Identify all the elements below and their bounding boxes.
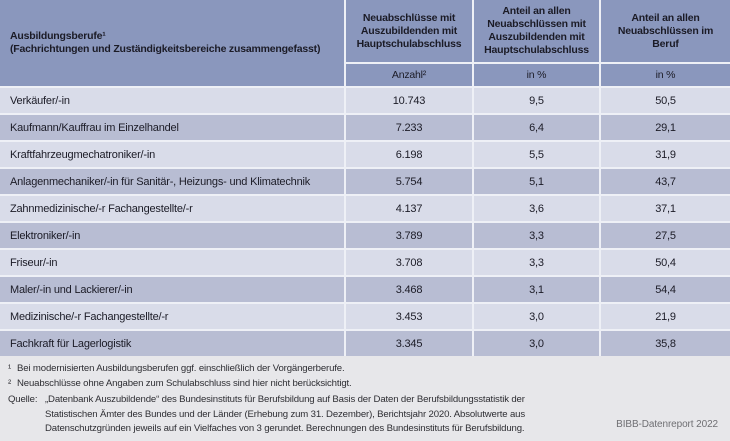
table-cell-anzahl: 5.754: [346, 169, 472, 194]
data-table: Ausbildungsberufe¹ (Fachrichtungen und Z…: [0, 0, 730, 356]
table-cell-anteil-hsa: 5,5: [474, 142, 599, 167]
table-cell-anteil-hsa: 6,4: [474, 115, 599, 140]
footnote-1-marker: ¹: [8, 363, 12, 374]
table-cell-anzahl: 7.233: [346, 115, 472, 140]
table-cell-anteil-beruf: 50,4: [601, 250, 730, 275]
table-cell-anteil-beruf: 21,9: [601, 304, 730, 329]
table-cell-anzahl: 3.345: [346, 331, 472, 356]
column-header-line1: Ausbildungsberufe¹: [10, 30, 106, 42]
footnote-2-marker: ²: [8, 377, 12, 389]
table-cell-anteil-hsa: 3,1: [474, 277, 599, 302]
source-label: Quelle:: [8, 394, 38, 405]
table-cell-anzahl: 3.468: [346, 277, 472, 302]
source-note: Quelle: „Datenbank Auszubildende“ des Bu…: [8, 393, 722, 437]
column-header-anteil-beruf: Anteil an allen Neuabschlüssen im Beruf: [601, 0, 730, 62]
table-cell-anteil-beruf: 43,7: [601, 169, 730, 194]
table-cell-anzahl: 3.789: [346, 223, 472, 248]
bibb-datenreport-credit: BIBB-Datenreport 2022: [616, 419, 718, 430]
table-cell-anteil-beruf: 37,1: [601, 196, 730, 221]
table-row-label: Maler/-in und Lackierer/-in: [0, 277, 344, 302]
subheader-in-percent-2: in %: [601, 64, 730, 86]
table-cell-anteil-beruf: 50,5: [601, 88, 730, 113]
table-cell-anteil-hsa: 3,6: [474, 196, 599, 221]
footnote-1: ¹ Bei modernisierten Ausbildungsberufen …: [8, 362, 722, 377]
table-cell-anzahl: 3.453: [346, 304, 472, 329]
table-cell-anzahl: 3.708: [346, 250, 472, 275]
table-row-label: Friseur/-in: [0, 250, 344, 275]
column-header-neuabschluesse: Neuabschlüsse mit Auszubildenden mit Hau…: [346, 0, 472, 62]
table-row-label: Kraftfahrzeugmechatroniker/-in: [0, 142, 344, 167]
table-cell-anteil-hsa: 3,3: [474, 250, 599, 275]
table-cell-anteil-beruf: 31,9: [601, 142, 730, 167]
table-row-label: Kaufmann/Kauffrau im Einzelhandel: [0, 115, 344, 140]
footnote-1-text: Bei modernisierten Ausbildungsberufen gg…: [17, 363, 345, 374]
column-header-anteil-hauptschulabschluss: Anteil an allen Neuabschlüssen mit Auszu…: [474, 0, 599, 62]
table-cell-anteil-hsa: 3,0: [474, 331, 599, 356]
source-text: „Datenbank Auszubildende“ des Bundesinst…: [45, 394, 525, 434]
table-cell-anteil-hsa: 9,5: [474, 88, 599, 113]
table-cell-anteil-hsa: 3,3: [474, 223, 599, 248]
column-header-line2: (Fachrichtungen und Zuständigkeitsbereic…: [10, 43, 321, 55]
footnote-2-text: Neuabschlüsse ohne Angaben zum Schulabsc…: [17, 377, 352, 389]
table-cell-anteil-beruf: 54,4: [601, 277, 730, 302]
subheader-in-percent-1: in %: [474, 64, 599, 86]
subheader-anzahl: Anzahl²: [346, 64, 472, 86]
table-cell-anzahl: 10.743: [346, 88, 472, 113]
table-cell-anteil-beruf: 35,8: [601, 331, 730, 356]
table-footnotes: ¹ Bei modernisierten Ausbildungsberufen …: [0, 356, 730, 437]
table-row-label: Fachkraft für Lagerlogistik: [0, 331, 344, 356]
table-row-label: Medizinische/-r Fachangestellte/-r: [0, 304, 344, 329]
table-row-label: Elektroniker/-in: [0, 223, 344, 248]
column-header-ausbildungsberufe: Ausbildungsberufe¹ (Fachrichtungen und Z…: [0, 0, 344, 86]
table-cell-anzahl: 6.198: [346, 142, 472, 167]
table-cell-anteil-hsa: 3,0: [474, 304, 599, 329]
table-cell-anteil-beruf: 29,1: [601, 115, 730, 140]
table-row-label: Zahnmedizinische/-r Fachangestellte/-r: [0, 196, 344, 221]
footnote-2: ² Neuabschlüsse ohne Angaben zum Schulab…: [8, 377, 722, 392]
table-cell-anteil-beruf: 27,5: [601, 223, 730, 248]
table-cell-anzahl: 4.137: [346, 196, 472, 221]
table-row-label: Anlagenmechaniker/-in für Sanitär-, Heiz…: [0, 169, 344, 194]
column-header-text: Ausbildungsberufe¹ (Fachrichtungen und Z…: [10, 30, 320, 56]
table-row-label: Verkäufer/-in: [0, 88, 344, 113]
table-cell-anteil-hsa: 5,1: [474, 169, 599, 194]
